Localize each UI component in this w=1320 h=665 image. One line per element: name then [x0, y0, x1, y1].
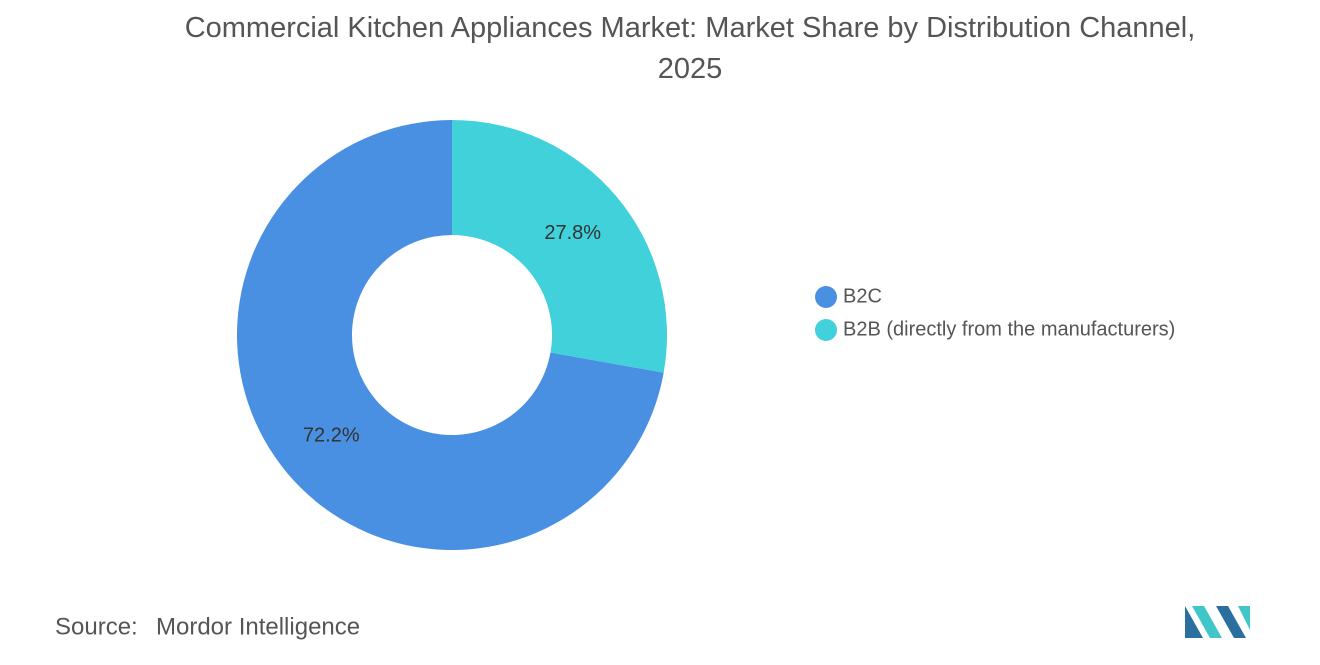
chart-title: Commercial Kitchen Appliances Market: Ma…: [184, 12, 1196, 85]
source-text: Mordor Intelligence: [156, 613, 360, 640]
logo-shape: [1185, 606, 1203, 638]
legend-label: B2C: [843, 285, 882, 307]
logo-shape: [1216, 606, 1246, 638]
legend-label: B2B (directly from the manufacturers): [843, 318, 1175, 340]
source-label: Source:: [55, 613, 138, 640]
logo-shape: [1192, 606, 1222, 638]
slice: [237, 120, 664, 550]
legend-marker: [815, 319, 837, 341]
logo-shape: [1238, 606, 1250, 630]
logo: [1185, 606, 1250, 638]
data-label: 72.2%: [303, 424, 360, 446]
legend-marker: [815, 286, 837, 308]
slice: [452, 120, 667, 373]
data-label: 27.8%: [544, 222, 601, 244]
